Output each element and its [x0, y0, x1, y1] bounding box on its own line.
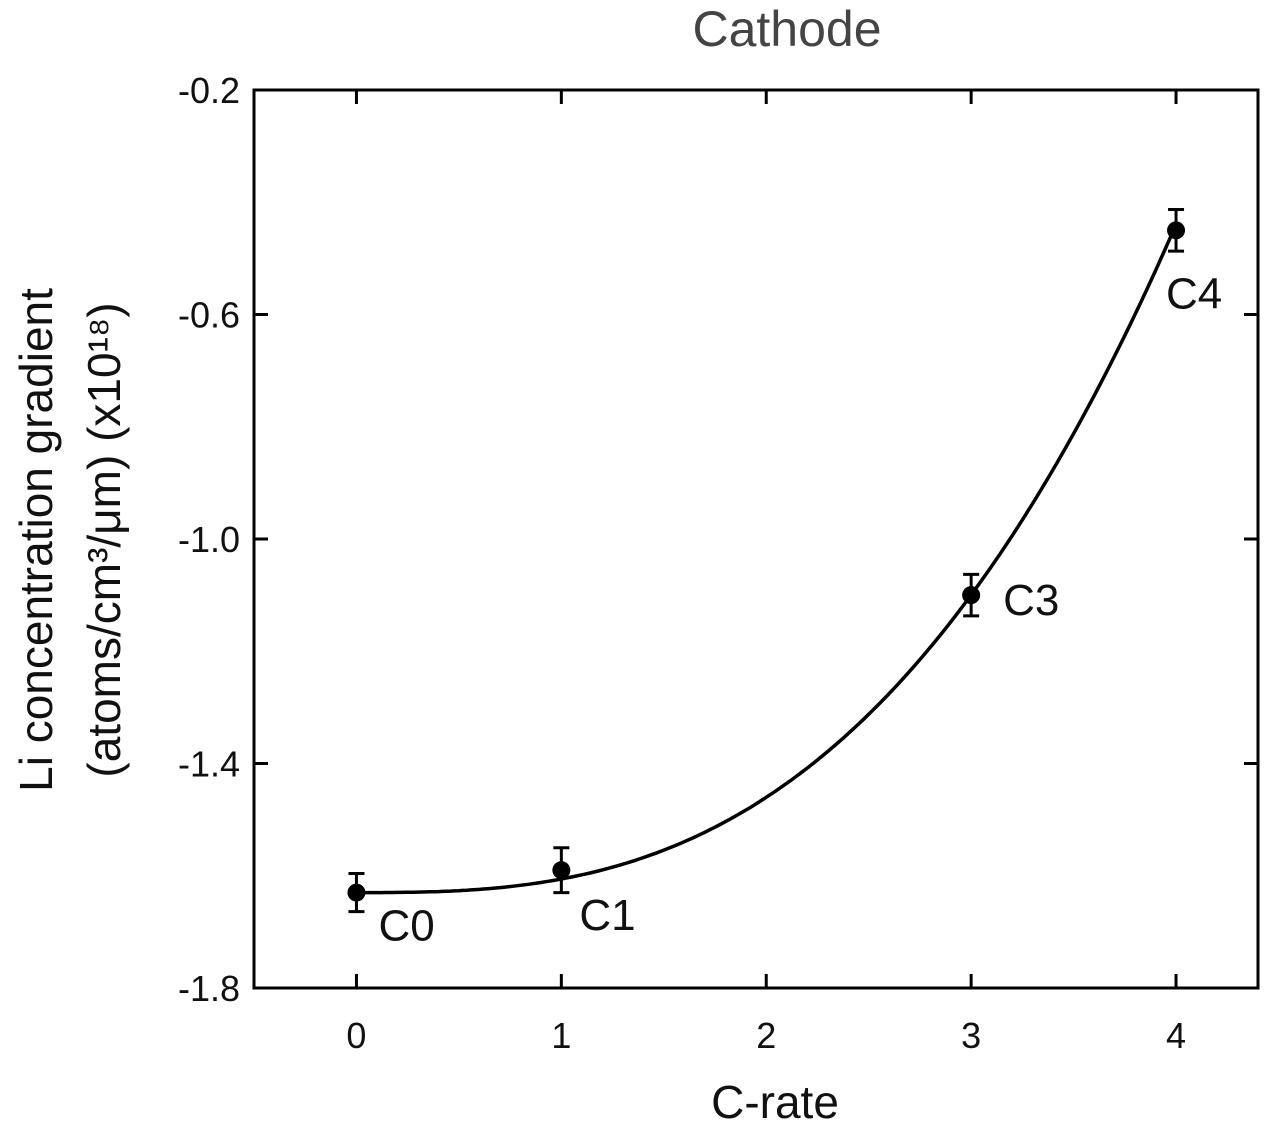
point-label: C3	[1003, 576, 1059, 625]
point-label: C1	[579, 891, 635, 940]
y-tick-label: -1.4	[178, 744, 240, 785]
data-point	[962, 586, 981, 605]
x-tick-label: 4	[1166, 1015, 1186, 1056]
x-axis-label: C-rate	[711, 1076, 839, 1126]
x-tick-label: 2	[756, 1015, 776, 1056]
data-point	[347, 883, 366, 902]
y-tick-label: -1.0	[178, 519, 240, 560]
x-tick-label: 0	[346, 1015, 366, 1056]
y-tick-label: -1.8	[178, 968, 240, 1009]
point-label: C4	[1166, 269, 1222, 318]
y-tick-label: -0.6	[178, 295, 240, 336]
x-tick-label: 3	[961, 1015, 981, 1056]
chart-title: Cathode	[692, 1, 881, 57]
point-label: C0	[378, 902, 434, 951]
plot-frame	[252, 88, 1260, 990]
x-tick-label: 1	[551, 1015, 571, 1056]
y-tick-label: -0.2	[178, 70, 240, 111]
y-axis-label-line2: (atoms/cm³/μm) (x10¹⁸)	[78, 302, 130, 777]
data-point	[552, 861, 571, 880]
fit-curve	[356, 223, 1178, 895]
y-axis-label-line1: Li concentration gradient	[10, 288, 62, 792]
data-point	[1167, 221, 1186, 240]
